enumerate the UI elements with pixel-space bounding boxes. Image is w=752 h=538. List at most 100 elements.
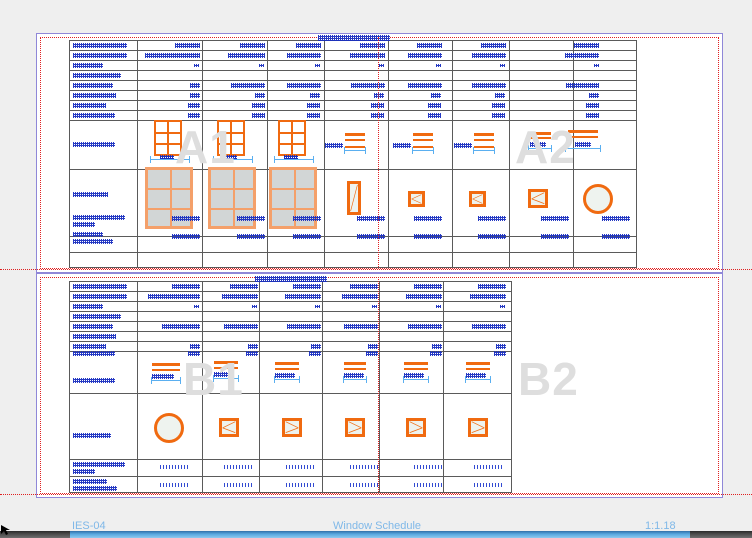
window-head-section[interactable] xyxy=(568,136,598,138)
table-b-footer-text xyxy=(160,483,188,487)
window-head-section[interactable] xyxy=(404,368,428,370)
table-b-cell-text xyxy=(368,344,378,349)
drawing-canvas[interactable]: A1 A2 xyxy=(0,0,752,518)
window-head-section[interactable] xyxy=(474,139,494,141)
table-a-cell-text xyxy=(374,93,384,98)
casement-small-plan[interactable] xyxy=(469,191,486,207)
table-a-cell-text xyxy=(175,43,200,48)
table-b-footer-text xyxy=(73,479,107,484)
window-head-section[interactable] xyxy=(568,130,598,133)
window-head-section[interactable] xyxy=(214,361,238,364)
status-scale[interactable]: 1:1.18 xyxy=(645,520,676,532)
table-b-cell-text xyxy=(311,344,321,349)
window-grid-2x3[interactable] xyxy=(278,120,306,156)
window-head-section[interactable] xyxy=(474,133,494,136)
window-head-section[interactable] xyxy=(345,133,365,136)
window-head-section[interactable] xyxy=(413,146,433,148)
table-b-cell-text xyxy=(188,351,200,356)
casement-small-plan[interactable] xyxy=(408,191,425,207)
table-b-cell-text xyxy=(350,284,378,289)
horizontal-scroll-thumb[interactable] xyxy=(70,531,690,538)
table-a-cell-text xyxy=(145,53,200,58)
round-window-plan[interactable] xyxy=(583,184,613,214)
window-head-section[interactable] xyxy=(345,139,365,141)
table-b-footer-text xyxy=(350,465,378,469)
watermark-b1: B1 xyxy=(183,353,244,405)
table-a-footer-text xyxy=(73,239,113,244)
table-b-footer-text xyxy=(414,483,442,487)
dimension-line xyxy=(343,376,367,383)
window-head-section[interactable] xyxy=(404,362,428,365)
table-b-rowsep-3 xyxy=(69,311,512,312)
window-head-section[interactable] xyxy=(529,137,551,139)
casement-tall-plan[interactable] xyxy=(347,181,361,215)
table-b-footer-text xyxy=(350,483,378,487)
dimension-line xyxy=(150,156,190,163)
table-a-cell-text xyxy=(188,113,200,118)
table-b-cell-text xyxy=(73,334,116,339)
round-window-plan[interactable] xyxy=(154,413,184,443)
table-b-colsep-1 xyxy=(137,281,138,493)
table-a-cell-text xyxy=(190,93,200,98)
table-b-cell-text xyxy=(366,351,378,356)
table-b-cell-text xyxy=(73,294,127,299)
cursor-icon xyxy=(1,525,10,535)
table-b-rowsep-foot1 xyxy=(69,476,512,477)
table-a-cell-text xyxy=(492,113,505,118)
table-a-cell-text xyxy=(73,83,113,88)
table-a-cell-text xyxy=(371,103,384,108)
casement-small-plan[interactable] xyxy=(219,418,239,437)
table-b-colsep-2 xyxy=(202,281,203,493)
window-head-section[interactable] xyxy=(152,363,180,366)
dimension-line xyxy=(528,145,552,152)
table-a-cell-text xyxy=(472,53,506,58)
window-head-section[interactable] xyxy=(529,132,551,135)
window-head-section[interactable] xyxy=(275,368,299,370)
table-a-cell-text xyxy=(73,103,106,108)
casement-small-plan[interactable] xyxy=(406,418,426,437)
status-sheet-number[interactable]: IES-04 xyxy=(72,520,106,532)
table-b-cell-text xyxy=(436,305,441,308)
window-head-section[interactable] xyxy=(152,369,180,371)
window-schedule-title-b xyxy=(255,276,327,282)
window-head-section[interactable] xyxy=(275,362,299,365)
table-a-cell-text xyxy=(73,113,115,118)
section-note-text xyxy=(275,373,295,378)
section-note-text xyxy=(530,142,546,147)
window-head-section[interactable] xyxy=(344,368,366,370)
window-head-section[interactable] xyxy=(466,362,490,365)
dimension-line xyxy=(213,156,253,163)
window-schedule-table-a[interactable] xyxy=(69,40,637,268)
window-head-section[interactable] xyxy=(344,362,366,365)
casement-small-plan[interactable] xyxy=(282,418,302,437)
casement-small-plan[interactable] xyxy=(468,418,488,437)
section-note-text xyxy=(454,143,472,148)
window-head-section[interactable] xyxy=(413,139,433,141)
section-note-text xyxy=(575,142,591,147)
window-schedule-table-b[interactable] xyxy=(69,281,512,493)
casement-small-plan[interactable] xyxy=(528,189,548,208)
window-head-section[interactable] xyxy=(413,133,433,136)
table-b-cell-text xyxy=(432,344,442,349)
table-b-cell-text xyxy=(470,294,506,299)
table-a-cell-text xyxy=(431,93,441,98)
window-head-section[interactable] xyxy=(466,368,490,370)
table-a-cell-text xyxy=(255,93,265,98)
table-b-footer-text xyxy=(73,486,117,491)
status-document-title[interactable]: Window Schedule xyxy=(333,520,422,532)
table-a-cell-text xyxy=(307,103,320,108)
section-note-text xyxy=(325,143,343,148)
window-head-section[interactable] xyxy=(214,367,238,369)
casement-small-plan[interactable] xyxy=(345,418,365,437)
table-a-colsep-5 xyxy=(388,40,389,268)
window-head-section[interactable] xyxy=(474,146,494,148)
table-a-colsep-4 xyxy=(324,40,325,268)
table-a-cell-text xyxy=(565,53,599,58)
window-head-section[interactable] xyxy=(345,146,365,148)
table-a-footer-text xyxy=(73,222,95,227)
table-a-cell-text xyxy=(252,113,265,118)
table-a-cell-text xyxy=(310,93,320,98)
table-b-footer-text xyxy=(286,483,314,487)
table-a-cell-text xyxy=(252,103,265,108)
table-a-cell-text xyxy=(73,53,127,58)
